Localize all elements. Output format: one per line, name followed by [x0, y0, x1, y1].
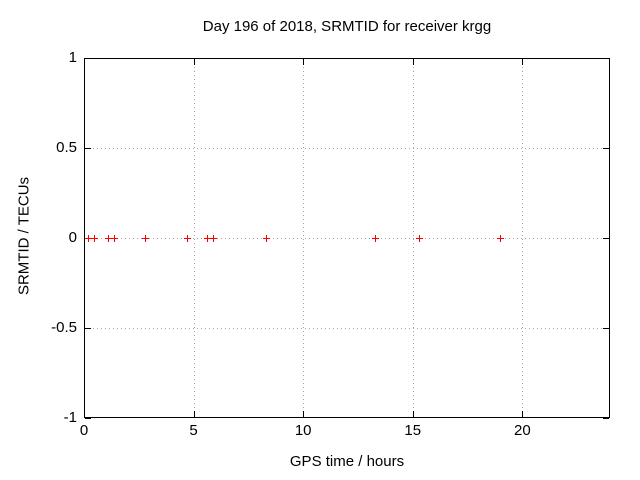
data-point-marker: [497, 235, 505, 242]
x-tick-top: [193, 59, 195, 65]
grid-line-y-0: [85, 238, 609, 239]
y-tick-left: [85, 418, 91, 419]
marker-vertical-stroke: [88, 235, 90, 242]
x-tick-top: [412, 59, 414, 65]
y-tick-label: -0.5: [51, 319, 77, 336]
data-point-marker: [105, 235, 113, 242]
data-point-marker: [372, 235, 380, 242]
marker-vertical-stroke: [213, 235, 215, 242]
x-tick-label: 15: [404, 422, 422, 439]
x-tick-top: [303, 59, 305, 65]
y-tick-label: 0: [68, 229, 77, 246]
marker-vertical-stroke: [187, 235, 188, 242]
y-tick-right: [603, 58, 609, 59]
y-tick-right: [603, 238, 609, 239]
x-tick-top: [522, 59, 524, 65]
grid-line-y-0.5: [85, 148, 609, 149]
data-point-marker: [110, 235, 118, 242]
x-tick-bottom: [412, 411, 414, 417]
y-tick-right: [603, 328, 609, 329]
x-tick-label: 10: [294, 422, 312, 439]
x-axis-title: GPS time / hours: [289, 453, 405, 470]
data-point-marker: [203, 235, 211, 242]
y-tick-right: [603, 418, 609, 419]
data-point-marker: [142, 235, 150, 242]
grid-line-y--0.5: [85, 328, 609, 329]
data-point-marker: [210, 235, 218, 242]
data-point-marker: [85, 235, 93, 242]
marker-vertical-stroke: [206, 235, 208, 242]
marker-vertical-stroke: [375, 235, 377, 242]
x-tick-bottom: [522, 411, 524, 417]
y-tick-left: [85, 328, 91, 329]
y-tick-label: -1: [63, 409, 77, 426]
plot-area: [84, 58, 610, 419]
y-tick-left: [85, 148, 91, 149]
y-tick-right: [603, 148, 609, 149]
x-tick-bottom: [193, 411, 195, 417]
marker-vertical-stroke: [145, 235, 147, 242]
marker-vertical-stroke: [108, 235, 110, 242]
marker-vertical-stroke: [419, 235, 421, 242]
marker-vertical-stroke: [265, 235, 267, 242]
x-tick-label: 0: [79, 422, 89, 439]
x-tick-label: 20: [513, 422, 531, 439]
x-tick-label: 5: [189, 422, 198, 439]
data-point-marker: [262, 235, 270, 242]
x-tick-top: [84, 59, 85, 65]
y-tick-label: 0.5: [56, 139, 77, 156]
marker-vertical-stroke: [93, 235, 95, 242]
marker-vertical-stroke: [113, 235, 115, 242]
marker-vertical-stroke: [500, 235, 502, 242]
y-tick-left: [85, 58, 91, 59]
data-point-marker: [416, 235, 424, 242]
data-point-marker: [90, 235, 98, 242]
chart-title: Day 196 of 2018, SRMTID for receiver krg…: [202, 18, 492, 35]
x-tick-bottom: [303, 411, 305, 417]
x-tick-bottom: [84, 411, 85, 417]
data-point-marker: [184, 235, 191, 242]
y-tick-label: 1: [68, 49, 77, 66]
